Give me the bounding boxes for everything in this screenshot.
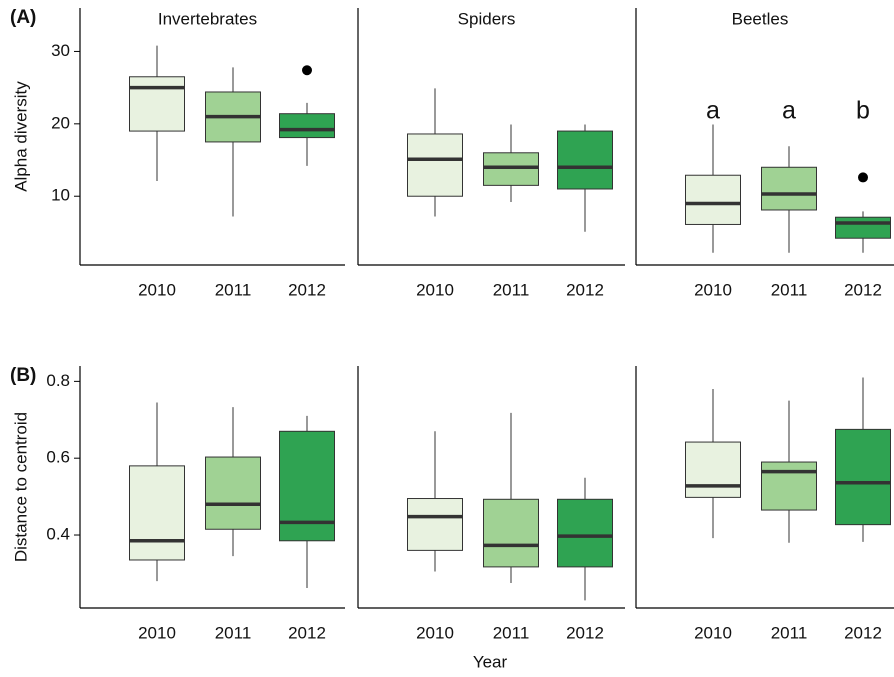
x-tick-label: 2011 (771, 623, 808, 642)
x-tick-label: 2011 (215, 280, 252, 299)
y-tick-label: 20 (51, 113, 70, 132)
x-tick-label: 2012 (288, 623, 326, 642)
y-axis-label: Alpha diversity (11, 81, 30, 192)
x-tick-label: 2011 (771, 280, 808, 299)
y-tick-label: 10 (51, 186, 70, 205)
annotation: b (856, 97, 870, 125)
x-tick-label: 2012 (566, 280, 604, 299)
box (483, 498, 539, 568)
box (835, 428, 891, 526)
box (835, 216, 891, 239)
x-tick-label: 2011 (215, 623, 252, 642)
panel-label: (A) (10, 7, 36, 28)
box (557, 130, 613, 190)
box (279, 113, 335, 139)
box (407, 498, 463, 551)
outlier (858, 172, 868, 183)
x-axis-label: Year (473, 652, 508, 671)
annotation: a (782, 97, 796, 125)
y-tick-label: 0.8 (46, 371, 70, 390)
box (761, 461, 817, 511)
x-tick-label: 2012 (844, 623, 882, 642)
box (685, 174, 741, 225)
box (129, 465, 185, 561)
annotation: a (706, 97, 720, 125)
box (129, 76, 185, 132)
x-tick-label: 2011 (493, 623, 530, 642)
panel-label: (B) (10, 365, 36, 386)
box (205, 456, 261, 530)
box (407, 133, 463, 197)
x-tick-label: 2010 (694, 623, 732, 642)
x-tick-label: 2010 (694, 280, 732, 299)
x-tick-label: 2010 (416, 280, 454, 299)
facet-title: Beetles (732, 9, 789, 28)
facet-title: Invertebrates (158, 9, 257, 28)
y-tick-label: 0.6 (46, 448, 70, 467)
x-tick-label: 2010 (138, 623, 176, 642)
y-axis-label: Distance to centroid (11, 412, 30, 562)
box (761, 166, 817, 211)
facet-title: Spiders (458, 9, 516, 28)
x-tick-label: 2012 (566, 623, 604, 642)
box (279, 430, 335, 542)
box (557, 498, 613, 568)
x-tick-label: 2012 (844, 280, 882, 299)
x-tick-label: 2012 (288, 280, 326, 299)
x-tick-label: 2010 (416, 623, 454, 642)
y-tick-label: 30 (51, 41, 70, 60)
y-tick-label: 0.4 (46, 525, 70, 544)
x-tick-label: 2010 (138, 280, 176, 299)
outlier (302, 65, 312, 76)
box (483, 152, 539, 186)
x-tick-label: 2011 (493, 280, 530, 299)
box (685, 441, 741, 498)
